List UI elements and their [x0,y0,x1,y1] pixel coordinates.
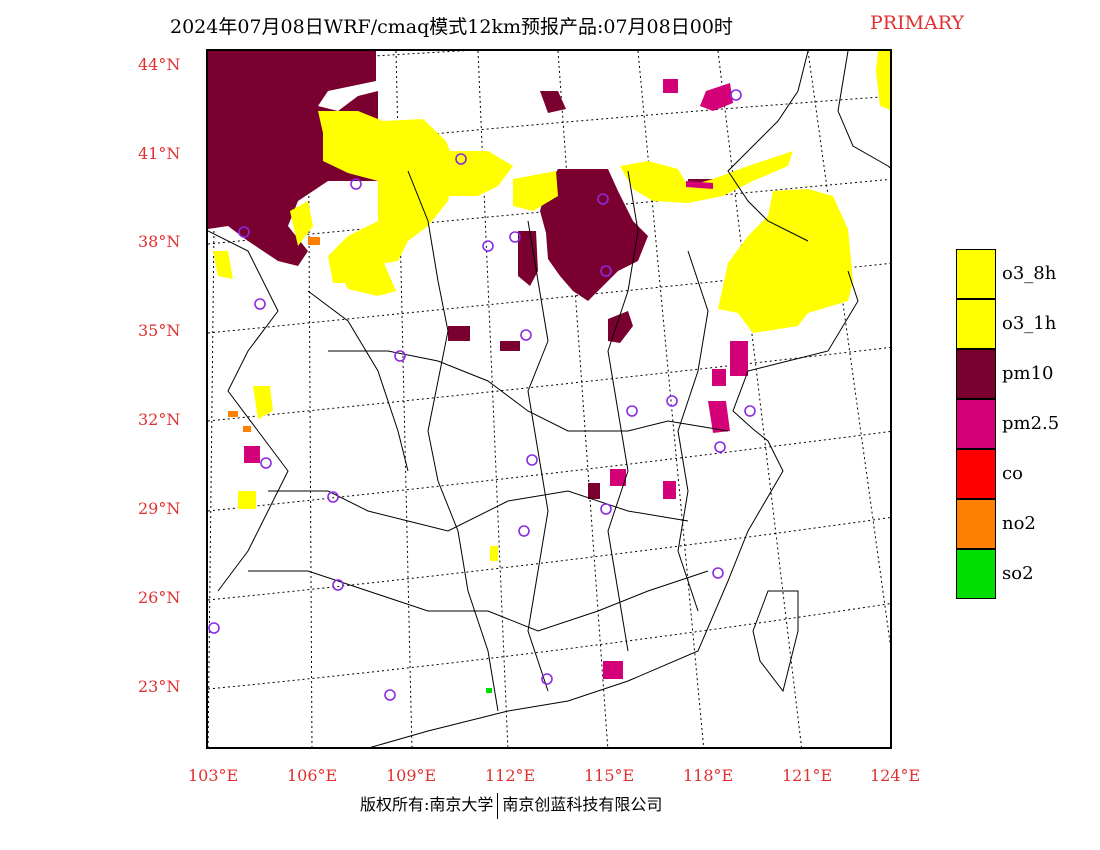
legend-swatch [956,549,996,599]
lat-label-23: 23°N [138,677,181,696]
forecast-map [206,49,892,749]
lon-label-124: 124°E [870,766,921,785]
legend-swatch [956,399,996,449]
lat-label-35: 35°N [138,321,181,340]
lon-label-121: 121°E [782,766,833,785]
lat-label-41: 41°N [138,144,181,163]
pollutant-tag: PRIMARY [870,12,965,34]
copyright-footer: 版权所有:南京大学 南京创蓝科技有限公司 [360,791,662,819]
map-title: 2024年07月08日WRF/cmaq模式12km预报产品:07月08日00时 [170,16,733,38]
legend-label: no2 [1002,513,1036,534]
legend-swatch [956,449,996,499]
lat-label-38: 38°N [138,232,181,251]
legend-label: co [1002,463,1023,484]
legend-label: o3_1h [1002,313,1057,334]
no2-areas [228,237,320,432]
lon-label-106: 106°E [287,766,338,785]
legend-swatch [956,299,996,349]
lon-label-109: 109°E [386,766,437,785]
copyright-company: 南京创蓝科技有限公司 [502,795,663,814]
copyright-owner: 版权所有:南京大学 [360,795,494,814]
pm10-areas [208,51,720,499]
legend-label: o3_8h [1002,263,1057,284]
pm25-areas [244,79,748,679]
legend-swatch [956,249,996,299]
lon-label-115: 115°E [584,766,635,785]
legend-label: so2 [1002,563,1034,584]
legend-label: pm2.5 [1002,413,1060,434]
lat-label-44: 44°N [138,55,181,74]
lon-label-118: 118°E [683,766,734,785]
station-markers [208,89,756,701]
lat-label-32: 32°N [138,410,181,429]
legend-swatch [956,349,996,399]
lat-label-26: 26°N [138,588,181,607]
footer-divider [497,792,499,819]
lon-label-103: 103°E [188,766,239,785]
lon-label-112: 112°E [485,766,536,785]
legend-label: pm10 [1002,363,1054,384]
legend-swatch [956,499,996,549]
so2-areas [486,688,492,693]
lat-label-29: 29°N [138,499,181,518]
